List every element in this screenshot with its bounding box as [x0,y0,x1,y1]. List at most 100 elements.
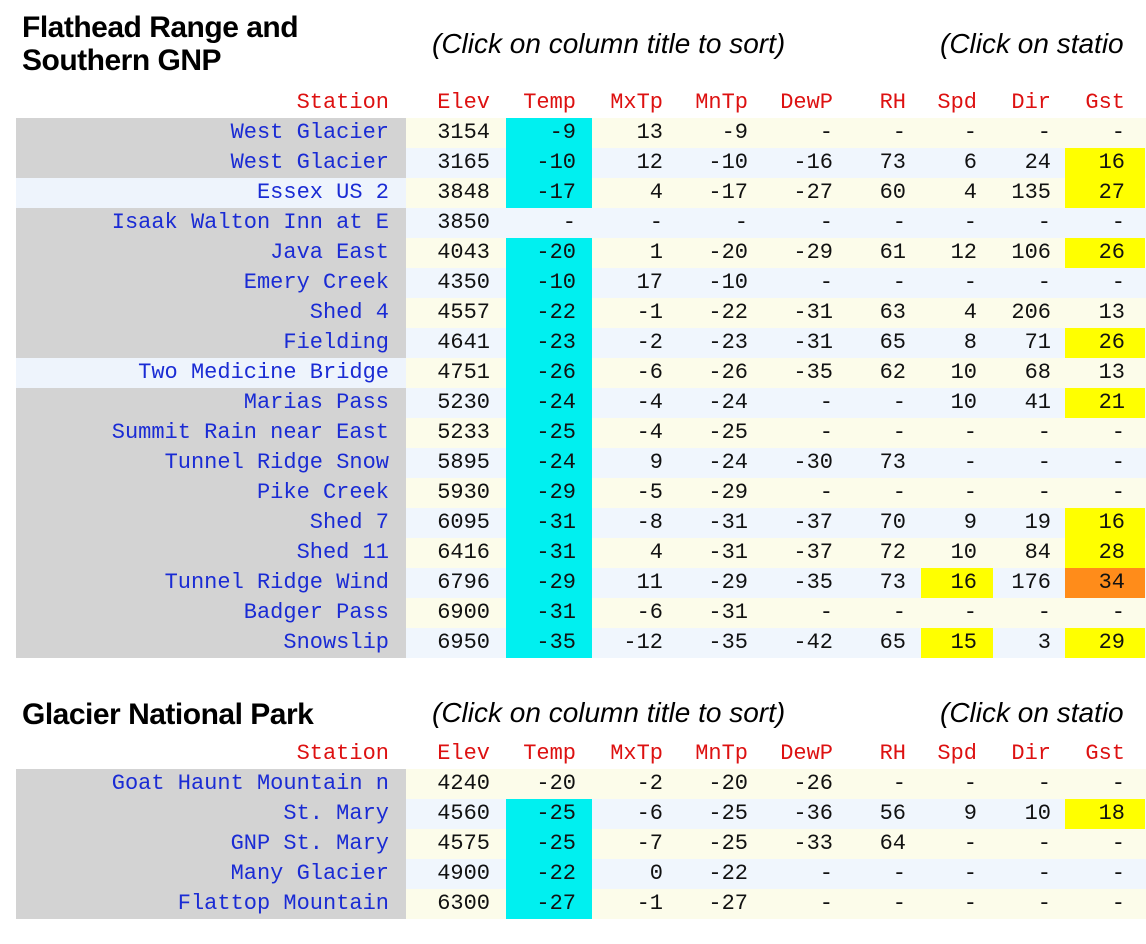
cell-temp: -25 [506,829,592,859]
station-link[interactable]: Pike Creek [16,478,406,508]
cell-mxtp: -4 [636,390,663,415]
station-link[interactable]: Badger Pass [16,598,406,628]
station-link[interactable]: Fielding [16,328,406,358]
table-row: Flattop Mountain 6300 -27 -1 -27 - - - - - [0,889,1146,919]
station-link[interactable]: Essex US 2 [16,178,406,208]
column-header-mntp[interactable]: MnTp [695,741,748,766]
cell-dir: - [1037,270,1051,295]
column-header-dir[interactable]: Dir [1011,741,1051,766]
cell-rh: - [892,480,906,505]
section-title-line1: Glacier National Park [22,698,314,731]
table-row: Essex US 2 3848 -17 4 -17 -27 60 4 135 27 [0,178,1146,208]
column-header-dewp[interactable]: DewP [780,90,833,115]
station-link[interactable]: West Glacier [16,118,406,148]
cell-spd: - [963,120,977,145]
cell-gst: 13 [1098,360,1125,385]
station-link[interactable]: Isaak Walton Inn at E [16,208,406,238]
cell-mxtp: 12 [636,150,663,175]
cell-mxtp: 9 [649,450,663,475]
cell-elev: 5230 [406,388,492,418]
cell-mntp: -29 [708,570,748,595]
cell-elev: 4641 [406,328,492,358]
cell-mxtp: 4 [649,540,663,565]
cell-dewp: -42 [793,630,833,655]
column-header-rh[interactable]: RH [879,741,906,766]
cell-rh: - [892,120,906,145]
station-link[interactable]: Many Glacier [16,859,406,889]
column-header-elev[interactable]: Elev [437,741,490,766]
column-header-mntp[interactable]: MnTp [695,90,748,115]
column-header-mxtp[interactable]: MxTp [610,90,663,115]
column-header-elev[interactable]: Elev [437,90,490,115]
cell-dir: 68 [1024,360,1051,385]
cell-mxtp: -6 [636,801,663,826]
station-link[interactable]: Marias Pass [16,388,406,418]
station-link[interactable]: Java East [16,238,406,268]
cell-temp: -35 [506,628,592,658]
cell-rh: 73 [879,450,906,475]
cell-spd: 9 [963,801,977,826]
cell-dir: 19 [1024,510,1051,535]
cell-rh: - [892,600,906,625]
cell-dewp: -29 [793,240,833,265]
station-link[interactable]: Two Medicine Bridge [16,358,406,388]
map-instruction: (Click on statio [940,697,1124,728]
station-link[interactable]: St. Mary [16,799,406,829]
cell-dir: 106 [1011,240,1051,265]
station-link[interactable]: Shed 11 [16,538,406,568]
column-header-temp[interactable]: Temp [523,90,576,115]
cell-elev: 6416 [406,538,492,568]
station-link[interactable]: Shed 4 [16,298,406,328]
station-link[interactable]: Emery Creek [16,268,406,298]
column-header-gst[interactable]: Gst [1085,741,1125,766]
column-header-mxtp[interactable]: MxTp [610,741,663,766]
section-title: Glacier National Park [22,698,314,731]
cell-elev: 3154 [406,118,492,148]
cell-dewp: -36 [793,801,833,826]
cell-elev: 6796 [406,568,492,598]
cell-dir: - [1037,450,1051,475]
station-link[interactable]: Goat Haunt Mountain n [16,769,406,799]
column-header-dewp[interactable]: DewP [780,741,833,766]
cell-gst: 21 [1065,388,1145,418]
station-link[interactable]: Shed 7 [16,508,406,538]
section-title-line2: Southern GNP [22,44,222,77]
cell-mxtp: 1 [649,240,663,265]
cell-mntp: -31 [708,540,748,565]
column-header-spd[interactable]: Spd [937,90,977,115]
column-header-dir[interactable]: Dir [1011,90,1051,115]
column-header-gst[interactable]: Gst [1085,90,1125,115]
column-header-spd[interactable]: Spd [937,741,977,766]
station-link[interactable]: Tunnel Ridge Snow [16,448,406,478]
cell-dewp: - [819,270,833,295]
station-link[interactable]: Flattop Mountain [16,889,406,919]
cell-rh: - [892,891,906,916]
cell-temp: -25 [506,799,592,829]
cell-dewp: -27 [793,180,833,205]
cell-mntp: -23 [708,330,748,355]
station-link[interactable]: West Glacier [16,148,406,178]
cell-mxtp: -4 [636,420,663,445]
cell-temp: -17 [506,178,592,208]
cell-elev: 4350 [406,268,492,298]
cell-mxtp: -2 [636,330,663,355]
column-header-temp[interactable]: Temp [523,741,576,766]
cell-gst: - [1111,771,1125,796]
station-link[interactable]: Summit Rain near East [16,418,406,448]
cell-spd: - [963,600,977,625]
cell-dewp: -33 [793,831,833,856]
station-link[interactable]: Tunnel Ridge Wind [16,568,406,598]
section-flathead-range: Flathead Range and Southern GNP (Click o… [0,11,1146,658]
cell-gst: 16 [1065,148,1145,178]
cell-gst: - [1111,450,1125,475]
station-link[interactable]: Snowslip [16,628,406,658]
station-link[interactable]: GNP St. Mary [16,829,406,859]
column-header-station[interactable]: Station [296,90,389,115]
cell-rh: 65 [879,630,906,655]
column-header-station[interactable]: Station [296,741,389,766]
cell-dewp: -37 [793,540,833,565]
cell-spd: 4 [963,300,977,325]
column-header-rh[interactable]: RH [879,90,906,115]
cell-mntp: -10 [708,270,748,295]
cell-dir: - [1037,120,1051,145]
